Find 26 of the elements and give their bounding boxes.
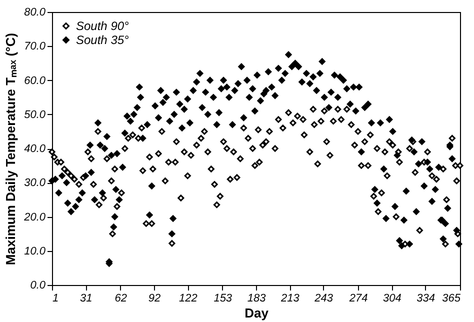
x-tick-label: 304 (382, 292, 402, 304)
x-tick-label: 122 (178, 292, 198, 304)
y-tick-label: 70.0 (24, 40, 46, 53)
y-tick-label: 0.0 (30, 280, 46, 292)
y-tick-label: 10.0 (24, 245, 46, 258)
x-tick-label: 31 (80, 292, 92, 304)
x-axis-title: Day (244, 306, 270, 320)
x-tick-label: 213 (280, 292, 300, 304)
x-tick-label: 243 (314, 292, 334, 304)
x-tick-label: 153 (214, 292, 233, 304)
x-tick-label: 62 (114, 292, 127, 304)
y-tick-label: 60.0 (24, 74, 46, 87)
legend-label: South 90° (76, 19, 130, 33)
x-tick-label: 274 (348, 292, 368, 304)
y-tick-label: 40.0 (24, 143, 46, 155)
x-tick-label: 183 (247, 292, 267, 304)
y-tick-label: 30.0 (24, 177, 46, 190)
y-tick-label: 80.0 (24, 6, 46, 18)
x-tick-label: 334 (416, 292, 435, 304)
y-tick-label: 50.0 (24, 108, 46, 121)
y-tick-label: 20.0 (23, 211, 46, 224)
y-axis-title: Maximum Daily Temperature Tₘₐₓ (°C) (3, 32, 18, 266)
legend-label: South 35° (76, 33, 130, 47)
x-tick-label: 365 (442, 292, 462, 304)
x-tick-label: 92 (148, 292, 161, 304)
x-tick-label: 1 (52, 292, 59, 304)
